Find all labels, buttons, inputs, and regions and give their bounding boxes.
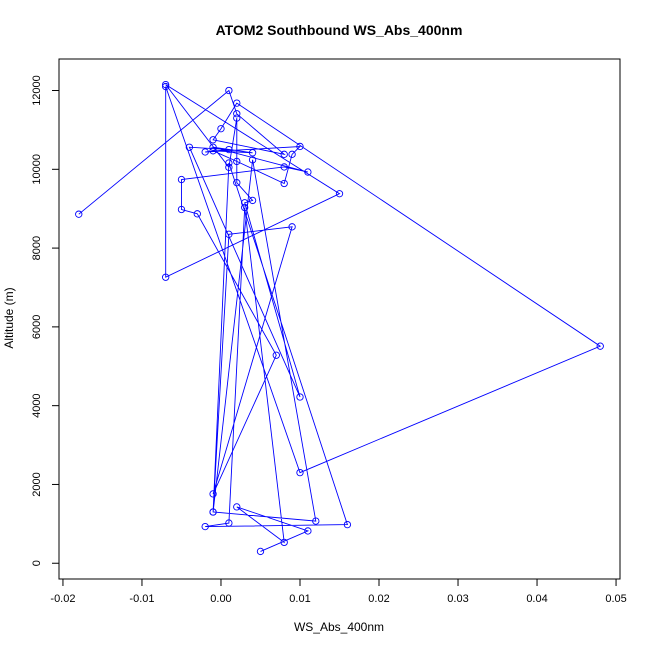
data-point bbox=[209, 136, 217, 144]
data-point bbox=[233, 114, 241, 122]
data-point bbox=[280, 150, 288, 158]
x-tick-label: 0.00 bbox=[210, 593, 231, 605]
y-tick-label: 2000 bbox=[31, 472, 43, 496]
data-point bbox=[256, 547, 265, 556]
data-point bbox=[596, 342, 604, 350]
data-point bbox=[225, 159, 233, 167]
x-tick-label: 0.04 bbox=[526, 593, 547, 605]
data-point bbox=[296, 393, 304, 401]
y-tick-label: 6000 bbox=[31, 315, 43, 339]
y-tick-label: 12000 bbox=[31, 75, 43, 106]
data-point bbox=[185, 143, 194, 151]
data-point bbox=[280, 163, 288, 171]
data-point bbox=[177, 205, 186, 214]
y-tick-label: 4000 bbox=[31, 393, 43, 417]
series-line bbox=[78, 84, 602, 552]
series-layer bbox=[75, 80, 604, 556]
data-point bbox=[296, 142, 304, 151]
data-point bbox=[304, 527, 312, 535]
data-point bbox=[201, 522, 209, 531]
data-point bbox=[248, 156, 257, 164]
data-point bbox=[75, 210, 83, 218]
x-tick-label: -0.01 bbox=[129, 593, 154, 605]
data-point bbox=[225, 86, 233, 95]
data-point bbox=[296, 468, 304, 477]
data-point bbox=[233, 157, 241, 166]
data-point bbox=[233, 503, 241, 511]
data-point bbox=[225, 519, 233, 527]
data-point bbox=[335, 190, 344, 198]
data-point bbox=[280, 179, 288, 188]
data-point bbox=[209, 147, 217, 155]
y-axis-label: Altitude (m) bbox=[2, 287, 16, 348]
data-point bbox=[209, 143, 217, 151]
x-tick-label: 0.03 bbox=[447, 593, 468, 605]
data-point bbox=[312, 517, 320, 525]
data-point bbox=[272, 351, 280, 359]
data-point bbox=[209, 490, 217, 498]
data-point bbox=[288, 150, 296, 158]
data-point bbox=[233, 179, 241, 187]
data-point bbox=[162, 80, 170, 89]
chart-title: ATOM2 Southbound WS_Abs_400nm bbox=[216, 22, 463, 38]
y-tick-label: 8000 bbox=[31, 236, 43, 260]
y-axis: 0 2000 4000 6000 8000 10000 12000 bbox=[31, 75, 60, 566]
data-point bbox=[288, 223, 296, 231]
data-point bbox=[241, 199, 249, 207]
data-point bbox=[233, 99, 241, 107]
data-point bbox=[343, 520, 352, 529]
x-axis: -0.02 -0.01 0.00 0.01 0.02 0.03 0.04 0.05 bbox=[50, 578, 627, 605]
data-point bbox=[201, 148, 209, 156]
x-tick-label: -0.02 bbox=[50, 593, 75, 605]
data-point bbox=[177, 175, 186, 184]
y-tick-label: 10000 bbox=[31, 154, 43, 185]
data-point bbox=[233, 110, 241, 118]
x-axis-label: WS_Abs_400nm bbox=[294, 620, 384, 634]
data-point bbox=[193, 210, 201, 218]
data-point bbox=[209, 508, 217, 516]
data-point bbox=[162, 82, 170, 91]
data-point bbox=[217, 125, 225, 133]
data-point bbox=[162, 273, 170, 281]
data-point bbox=[225, 145, 233, 154]
data-point bbox=[225, 230, 233, 238]
data-point bbox=[248, 196, 257, 205]
x-tick-label: 0.05 bbox=[605, 593, 626, 605]
data-point bbox=[280, 538, 288, 547]
data-point bbox=[304, 168, 312, 176]
x-tick-label: 0.01 bbox=[289, 593, 310, 605]
x-tick-label: 0.02 bbox=[368, 593, 389, 605]
data-point bbox=[241, 203, 249, 212]
y-tick-label: 0 bbox=[31, 560, 43, 566]
data-point bbox=[248, 149, 257, 157]
data-point bbox=[225, 163, 233, 171]
